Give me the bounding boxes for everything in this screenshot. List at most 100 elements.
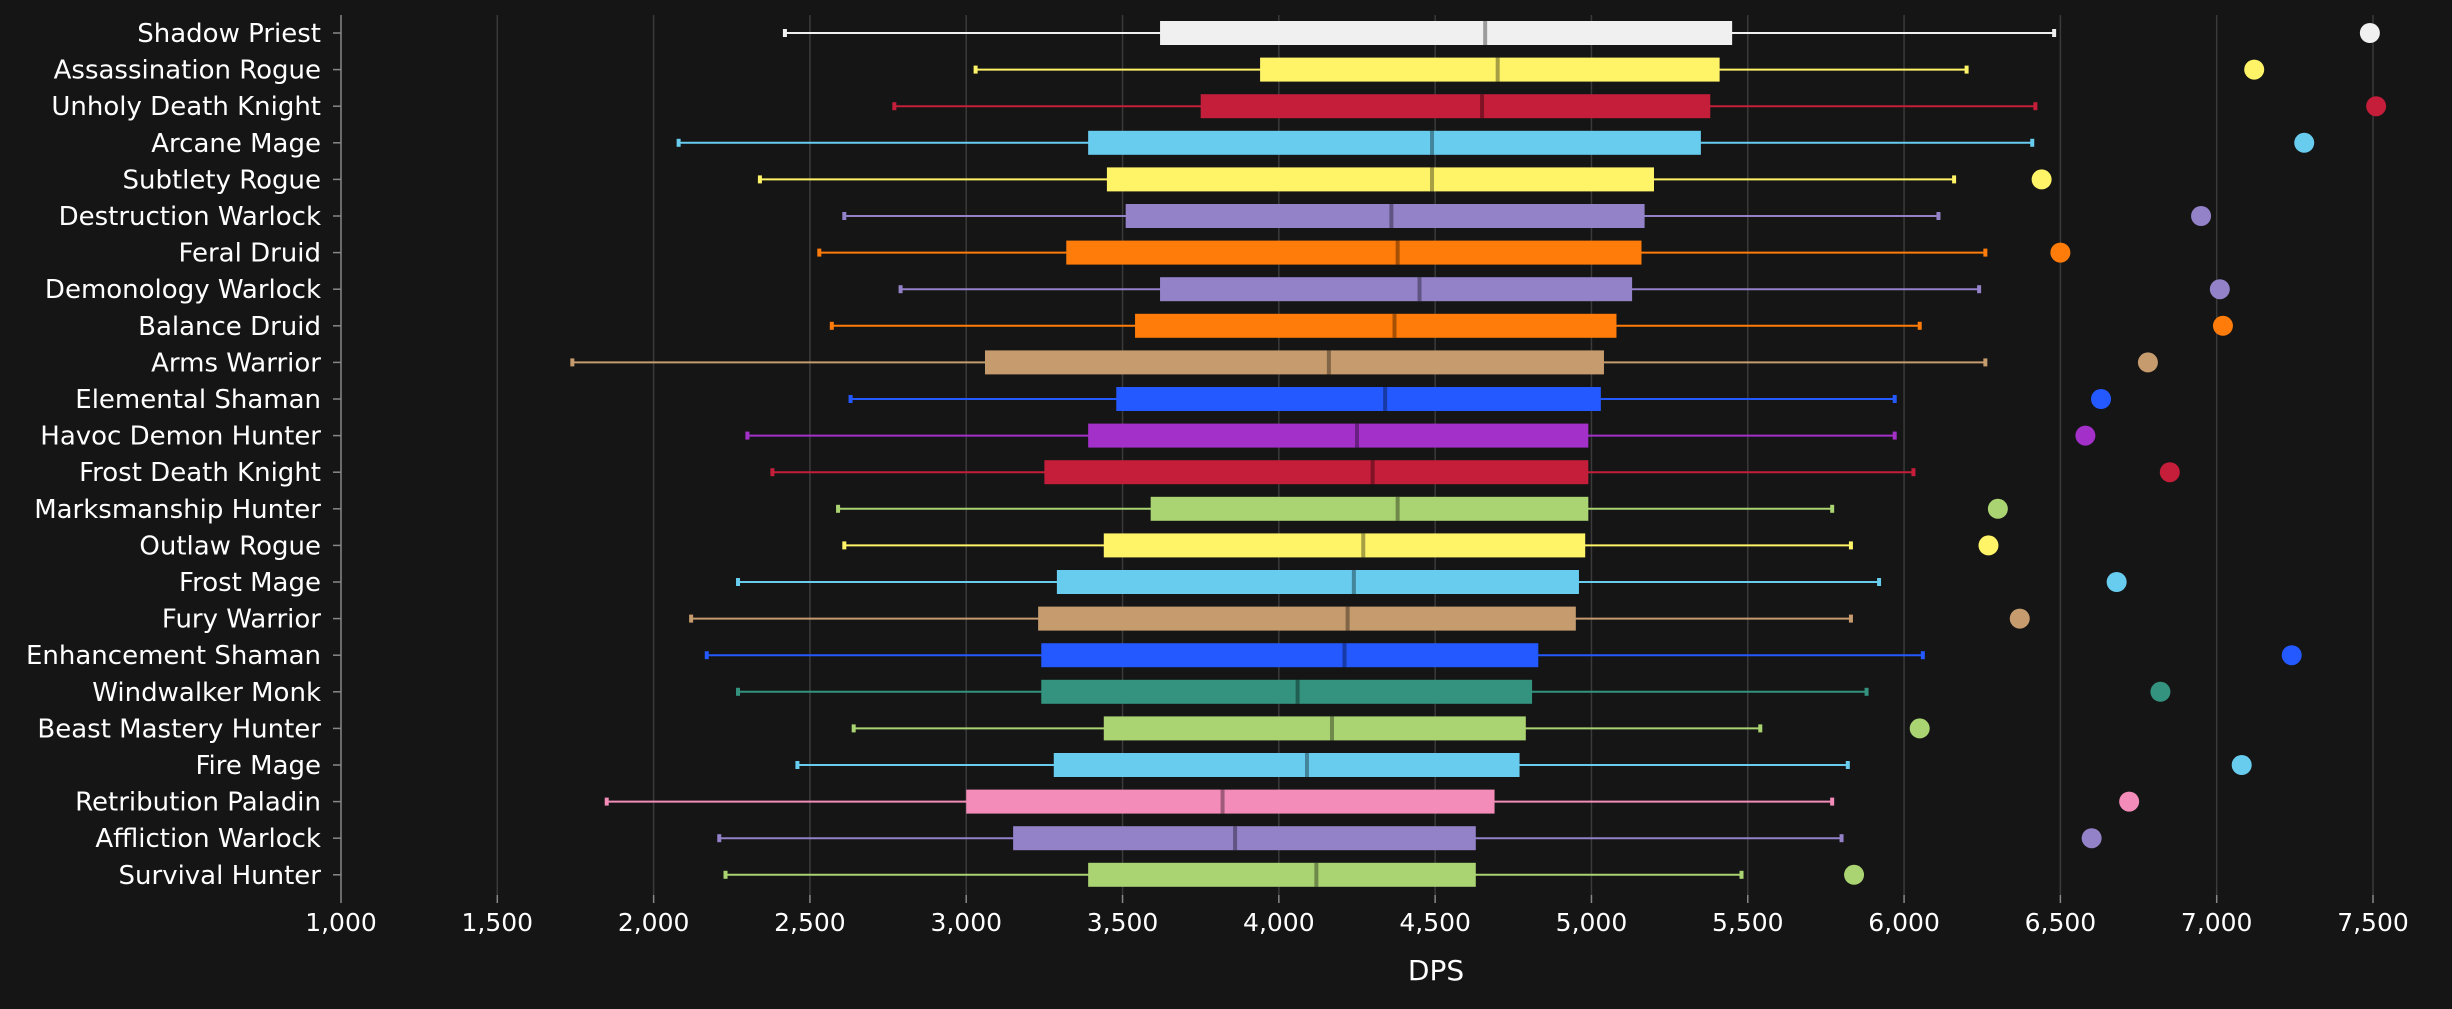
series-group-11: [745, 423, 2096, 448]
series-group-0: [782, 21, 2380, 45]
median-marker-6: [1395, 240, 1400, 265]
top-value-dot-2: [2366, 96, 2387, 117]
whisker-max-cap-10: [1892, 395, 1897, 403]
top-value-dot-3: [2294, 132, 2315, 153]
whisker-max-cap-2: [2033, 102, 2038, 111]
y-category-label-15: Frost Mage: [179, 568, 321, 598]
series-group-3: [676, 130, 2315, 155]
top-value-dot-22: [2081, 828, 2102, 849]
y-category-label-21: Retribution Paladin: [75, 788, 321, 818]
top-value-dot-17: [2281, 645, 2302, 666]
median-marker-1: [1495, 57, 1500, 82]
y-category-label-19: Beast Mastery Hunter: [37, 714, 321, 744]
y-category-label-23: Survival Hunter: [119, 861, 322, 891]
iqr-box-6: [1066, 240, 1642, 265]
median-marker-23: [1314, 862, 1319, 887]
iqr-box-23: [1088, 862, 1476, 887]
top-value-dot-11: [2075, 425, 2096, 446]
series-group-9: [570, 350, 2158, 375]
iqr-box-10: [1116, 387, 1601, 411]
y-category-label-7: Demonology Warlock: [45, 275, 321, 305]
whisker-max-cap-14: [1848, 541, 1853, 550]
whisker-max-cap-7: [1977, 285, 1982, 294]
whisker-max-cap-11: [1892, 431, 1897, 440]
x-tick-label-3: 2,500: [774, 908, 846, 937]
whisker-max-cap-17: [1920, 651, 1925, 660]
top-value-dot-15: [2106, 572, 2127, 592]
series-group-18: [736, 679, 2171, 704]
whisker-min-cap-3: [676, 138, 681, 147]
whisker-min-cap-7: [898, 285, 903, 294]
whisker-min-cap-20: [795, 761, 800, 769]
top-value-dot-8: [2212, 315, 2233, 336]
whisker-min-cap-23: [723, 870, 728, 879]
y-category-label-6: Feral Druid: [178, 239, 321, 269]
whisker-max-cap-6: [1983, 248, 1988, 257]
whisker-min-cap-6: [817, 248, 822, 257]
iqr-box-7: [1160, 277, 1633, 302]
top-value-dot-14: [1978, 535, 1999, 556]
whisker-max-cap-22: [1839, 834, 1844, 843]
x-tick-label-7: 4,500: [1399, 908, 1471, 937]
top-value-dot-21: [2119, 791, 2140, 812]
iqr-box-14: [1103, 533, 1586, 558]
iqr-box-20: [1053, 753, 1520, 777]
whisker-min-cap-0: [782, 29, 787, 37]
top-value-dot-13: [1987, 498, 2008, 519]
whisker-min-cap-22: [717, 834, 722, 843]
iqr-box-21: [966, 789, 1495, 814]
series-group-12: [770, 460, 2180, 485]
x-axis-title: DPS: [1408, 954, 1464, 987]
whisker-max-cap-13: [1830, 504, 1835, 513]
whisker-min-cap-4: [757, 175, 762, 184]
whisker-max-cap-20: [1845, 761, 1850, 769]
iqr-box-13: [1150, 496, 1589, 521]
top-value-dot-0: [2359, 23, 2380, 43]
series-layer: [570, 21, 2387, 887]
whisker-max-cap-23: [1739, 870, 1744, 879]
series-group-23: [723, 862, 1865, 887]
median-marker-12: [1370, 460, 1375, 485]
x-tick-label-11: 6,500: [2025, 908, 2097, 937]
y-category-label-13: Marksmanship Hunter: [34, 495, 321, 525]
y-category-label-14: Outlaw Rogue: [139, 531, 321, 561]
x-tick-label-13: 7,500: [2337, 908, 2409, 937]
top-value-dot-1: [2244, 59, 2265, 80]
whisker-max-cap-19: [1758, 724, 1763, 733]
iqr-box-16: [1038, 606, 1576, 631]
x-tick-label-6: 4,000: [1243, 908, 1315, 937]
x-tick-label-8: 5,000: [1556, 908, 1628, 937]
median-marker-13: [1395, 496, 1400, 521]
y-category-label-12: Frost Death Knight: [79, 458, 321, 488]
median-marker-5: [1389, 204, 1394, 228]
whisker-max-cap-18: [1864, 687, 1869, 696]
whisker-max-cap-5: [1936, 212, 1941, 220]
whisker-min-cap-16: [689, 614, 694, 623]
median-marker-7: [1417, 277, 1422, 302]
x-tick-label-9: 5,500: [1712, 908, 1784, 937]
median-marker-15: [1351, 570, 1356, 594]
median-marker-18: [1295, 679, 1300, 704]
whisker-max-cap-12: [1911, 468, 1916, 477]
series-group-16: [689, 606, 2030, 631]
whisker-min-cap-18: [736, 687, 741, 696]
whisker-min-cap-15: [736, 578, 741, 586]
series-group-5: [842, 204, 2212, 228]
iqr-box-2: [1200, 94, 1711, 119]
y-category-label-16: Fury Warrior: [162, 605, 321, 635]
x-tick-label-10: 6,000: [1868, 908, 1940, 937]
whisker-max-cap-15: [1877, 578, 1882, 586]
top-value-dot-19: [1909, 718, 1930, 739]
iqr-box-18: [1041, 679, 1533, 704]
whisker-min-cap-8: [829, 321, 834, 330]
whisker-max-cap-3: [2030, 138, 2035, 147]
x-tick-label-1: 1,500: [462, 908, 534, 937]
median-marker-10: [1383, 387, 1388, 411]
top-value-dot-20: [2231, 755, 2252, 775]
iqr-box-9: [984, 350, 1604, 375]
series-group-20: [795, 753, 2252, 777]
top-value-dot-4: [2031, 169, 2052, 190]
series-group-7: [898, 277, 2230, 302]
whisker-max-cap-21: [1830, 797, 1835, 806]
